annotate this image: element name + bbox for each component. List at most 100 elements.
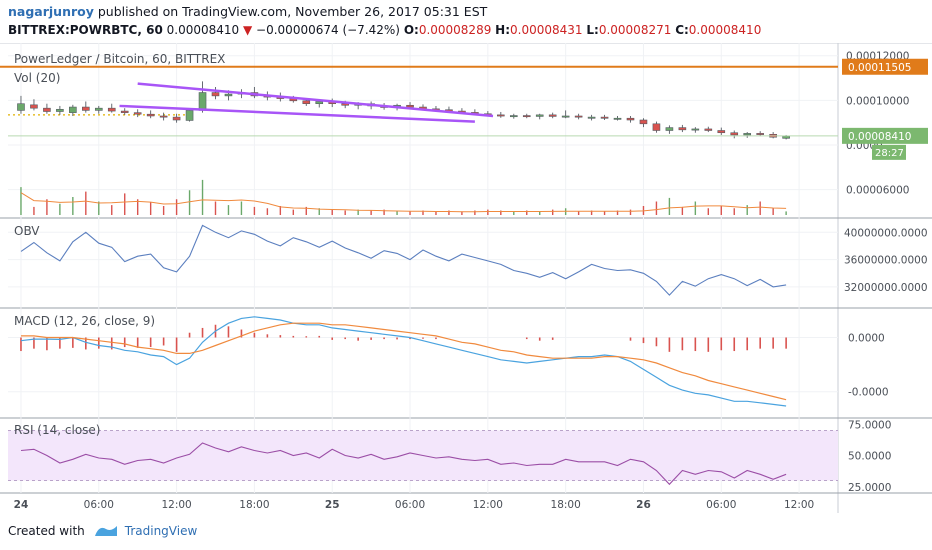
volume-bar — [136, 199, 139, 215]
time-axis-tick-label: 12:00 — [473, 499, 503, 511]
resistance-price-label: 0.00011505 — [848, 62, 911, 74]
volume-bar — [759, 201, 761, 215]
candle-body — [561, 115, 570, 118]
volume-bar — [124, 193, 126, 215]
candle-body — [717, 130, 726, 134]
macd-histogram-bar — [292, 335, 295, 338]
macd-histogram-bar — [279, 335, 282, 338]
candle-body — [69, 106, 77, 113]
countdown-label: 28:27 — [875, 148, 904, 159]
macd-histogram-bar — [383, 337, 385, 340]
obv-axis-tick-label: 40000000.0000 — [844, 227, 928, 239]
macd-histogram-bar — [759, 337, 761, 349]
volume-bar — [175, 199, 178, 215]
chart-area[interactable]: 0.000120000.000100000.00000.000060000.00… — [0, 43, 932, 513]
candle-body — [548, 114, 557, 117]
candle-body — [94, 107, 103, 111]
candle-body — [120, 110, 129, 113]
candle-body — [56, 108, 64, 112]
macd-histogram-bar — [668, 337, 671, 352]
candle-body — [535, 114, 544, 117]
time-axis-tick-label: 06:00 — [706, 499, 736, 511]
tradingview-link[interactable]: TradingView — [124, 524, 198, 538]
obv-axis-tick-label: 36000000.0000 — [844, 255, 928, 267]
macd-histogram-bar — [681, 337, 684, 351]
open-label: O: — [403, 23, 419, 37]
macd-histogram-bar — [733, 337, 736, 352]
volume-bar — [448, 210, 450, 215]
candle-body — [30, 104, 38, 109]
volume-bar — [227, 205, 230, 215]
close-value: 0.00008410 — [688, 23, 762, 37]
macd-histogram-bar — [720, 337, 723, 351]
time-axis-tick-label: 12:00 — [784, 499, 814, 511]
time-axis-tick-label: 12:00 — [161, 499, 191, 511]
macd-histogram-bar — [642, 337, 645, 344]
candle-body — [522, 115, 531, 118]
volume-bar — [590, 210, 593, 215]
macd-histogram-bar — [409, 337, 411, 340]
candle-body — [133, 112, 142, 115]
candle-body — [198, 92, 207, 111]
candle-body — [509, 115, 518, 118]
tradingview-logo-icon — [94, 526, 117, 536]
low-label: L: — [586, 23, 599, 37]
candle-body — [17, 103, 25, 111]
macd-histogram-bar — [785, 337, 787, 349]
symbol-header: BITTREX:POWRBTC, 60 0.00008410 ▼ −0.0000… — [8, 22, 761, 39]
macd-histogram-bar — [746, 337, 749, 351]
macd-histogram-bar — [357, 337, 359, 341]
macd-histogram-bar — [46, 337, 48, 351]
candle-body — [678, 127, 687, 131]
candle-body — [224, 93, 233, 97]
publish-header: nagarjunroy published on TradingView.com… — [8, 3, 487, 20]
candle-body — [185, 110, 194, 121]
volume-ma-line — [20, 192, 787, 213]
volume-bar — [253, 206, 256, 215]
candle-body — [587, 116, 596, 119]
volume-bar — [629, 209, 632, 215]
volume-bar — [461, 211, 463, 215]
volume-bar — [20, 187, 22, 215]
time-axis-tick-label: 26 — [636, 499, 651, 511]
volume-bar — [188, 190, 191, 215]
volume-bar — [201, 179, 204, 215]
volume-bar — [785, 211, 787, 215]
volume-bar — [357, 209, 359, 215]
price-axis-tick-label: 0.00006000 — [846, 185, 909, 197]
macd-histogram-bar — [110, 337, 113, 350]
candle-body — [600, 116, 609, 119]
volume-bar — [513, 211, 515, 215]
candle-body — [406, 104, 414, 108]
author-link[interactable]: nagarjunroy — [8, 4, 94, 19]
candle-body — [730, 132, 739, 136]
macd-histogram-bar — [188, 332, 191, 338]
macd-histogram-bar — [370, 337, 372, 340]
volume-bar — [98, 201, 100, 215]
price-axis-tick-label: 0.00010000 — [846, 95, 909, 107]
volume-bar — [305, 206, 307, 215]
candle-body — [665, 127, 674, 131]
macd-histogram-bar — [59, 337, 61, 349]
macd-histogram-bar — [629, 337, 632, 341]
resistance-price-tag — [842, 58, 928, 75]
countdown-tag — [872, 144, 906, 160]
rsi-axis-tick-label: 50.0000 — [848, 451, 891, 463]
macd-axis-tick-label: -0.0000 — [848, 387, 889, 399]
obv-axis-tick-label: 32000000.0000 — [844, 282, 928, 294]
macd-histogram-bar — [123, 337, 126, 348]
volume-bar — [292, 209, 295, 215]
candle-body — [782, 135, 790, 139]
macd-histogram-bar — [227, 326, 230, 338]
volume-bar — [33, 206, 35, 215]
high-label: H: — [495, 23, 511, 37]
volume-bar — [681, 206, 684, 215]
macd-histogram-bar — [707, 337, 710, 352]
volume-bar — [720, 206, 722, 215]
rsi-axis-tick-label: 25.0000 — [848, 482, 891, 494]
macd-histogram-bar — [201, 327, 204, 338]
macd-histogram-bar — [136, 337, 139, 348]
volume-bar — [383, 209, 385, 215]
macd-signal-line — [21, 322, 787, 401]
down-arrow-icon: ▼ — [242, 23, 253, 37]
